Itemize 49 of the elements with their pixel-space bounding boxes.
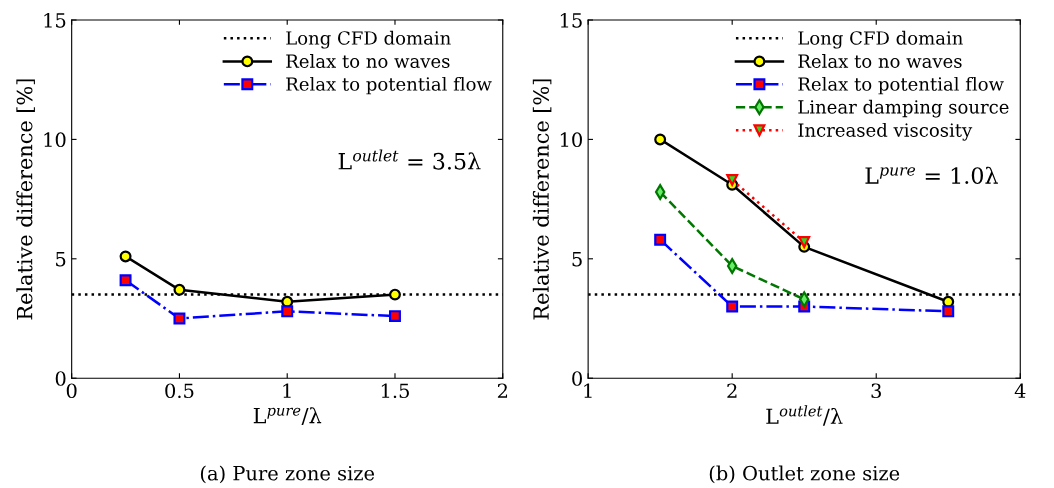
point bbox=[389, 288, 401, 301]
text: (b) Outlet zone size bbox=[709, 465, 900, 484]
point bbox=[726, 174, 739, 186]
legend-label: Long CFD domain bbox=[286, 30, 451, 49]
legend-label: Relax to potential flow bbox=[286, 76, 492, 95]
text: (a) Pure zone size bbox=[200, 465, 375, 484]
x-tick-label: 2 bbox=[727, 383, 737, 398]
x-tick-label: 3 bbox=[871, 383, 881, 399]
point bbox=[119, 250, 132, 263]
x-axis-title: L$^{pure}$/λ bbox=[253, 407, 322, 426]
x-tick-label: 2 bbox=[497, 383, 508, 398]
x-tick-label: 4 bbox=[1014, 383, 1026, 398]
y-tick-label: 5 bbox=[56, 252, 66, 267]
point bbox=[389, 310, 401, 323]
point bbox=[798, 291, 810, 308]
y-tick-label: 10 bbox=[560, 132, 582, 148]
point bbox=[798, 236, 811, 249]
y-axis-title: Relative difference [%] bbox=[16, 79, 35, 320]
point bbox=[119, 274, 132, 287]
y-tick-label: 10 bbox=[44, 132, 66, 148]
y-tick-label: 15 bbox=[44, 12, 66, 28]
legend-label: Increased viscosity bbox=[798, 122, 973, 141]
x-tick-label: 1 bbox=[283, 383, 291, 398]
x-tick-label: 1 bbox=[584, 383, 592, 398]
point bbox=[942, 305, 955, 318]
x-tick-label: 1.5 bbox=[381, 383, 409, 399]
legend-label: Relax to no waves bbox=[286, 53, 450, 68]
y-axis-title: Relative difference [%] bbox=[532, 79, 552, 320]
point bbox=[173, 283, 186, 296]
point bbox=[654, 133, 667, 146]
annotation: L$^{pure}$ = 1.0λ bbox=[865, 166, 998, 184]
legend-label: Linear damping source bbox=[798, 99, 1009, 118]
x-tick-label: 0.5 bbox=[165, 383, 194, 399]
point bbox=[726, 257, 738, 274]
x-axis-title: L$^{outlet}$/λ bbox=[766, 405, 843, 426]
y-tick-label: 15 bbox=[560, 12, 582, 28]
y-tick-label: 5 bbox=[572, 252, 582, 267]
y-tick-label: 0 bbox=[55, 371, 66, 386]
annotation: L$^{outlet}$ = 3.5λ bbox=[338, 149, 481, 170]
legend-label: Long CFD domain bbox=[798, 30, 963, 49]
point bbox=[173, 312, 186, 325]
x-tick-label: 0 bbox=[66, 383, 77, 399]
legend-label: Relax to potential flow bbox=[798, 76, 1004, 95]
point bbox=[654, 233, 667, 246]
point bbox=[281, 305, 294, 318]
y-tick-label: 0 bbox=[572, 371, 582, 386]
point bbox=[654, 183, 666, 200]
point bbox=[726, 300, 739, 313]
legend-label: Relax to no waves bbox=[798, 53, 962, 68]
